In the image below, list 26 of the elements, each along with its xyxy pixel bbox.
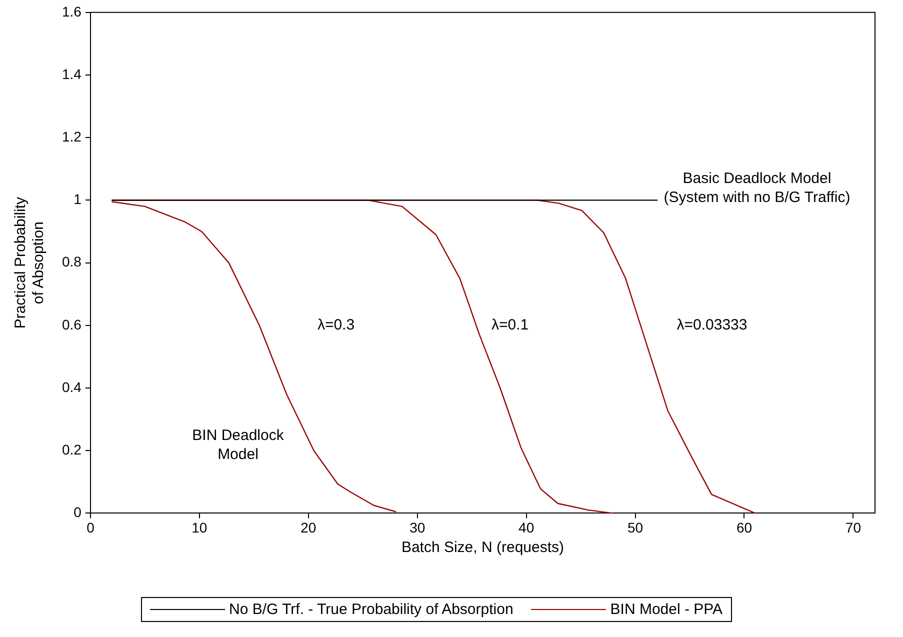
y-tick-label: 0.4 xyxy=(62,378,82,395)
x-axis-title: Batch Size, N (requests) xyxy=(401,539,564,556)
y-tick-label: 0 xyxy=(74,504,82,520)
y-tick-label: 1 xyxy=(74,191,82,208)
legend-label: BIN Model - PPA xyxy=(610,601,723,618)
y-axis-title: Practical Probability of Absoption xyxy=(12,196,48,329)
annotation: λ=0.03333 xyxy=(676,316,748,334)
x-tick-label: 20 xyxy=(300,519,316,536)
x-tick-label: 40 xyxy=(518,519,534,536)
x-tick-label: 50 xyxy=(627,519,644,536)
x-tick-label: 10 xyxy=(192,519,208,536)
y-tick-label: 1.2 xyxy=(62,128,82,144)
y-tick-label: 0.2 xyxy=(62,441,82,458)
annotation: Basic Deadlock Model (System with no B/G Traffic) xyxy=(664,169,850,207)
y-tick-label: 0.8 xyxy=(62,254,82,270)
x-tick-label: 70 xyxy=(845,519,862,536)
legend-label: No B/G Trf. - True Probability of Absorption xyxy=(229,601,514,618)
x-tick-label: 30 xyxy=(410,519,426,536)
annotation: λ=0.1 xyxy=(491,316,529,334)
annotation: BIN Deadlock Model xyxy=(192,426,284,464)
y-tick-label: 1.6 xyxy=(62,3,82,20)
annotation: λ=0.3 xyxy=(317,316,355,334)
x-tick-label: 0 xyxy=(86,519,95,536)
x-tick-label: 60 xyxy=(736,519,752,536)
y-tick-label: 0.6 xyxy=(62,316,82,332)
y-tick-label: 1.4 xyxy=(62,66,82,82)
